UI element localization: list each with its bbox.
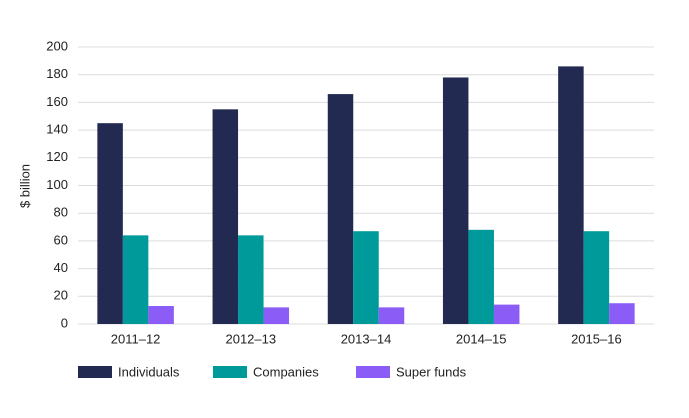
bar	[583, 231, 610, 324]
x-tick-label: 2013–14	[341, 331, 392, 346]
bar	[238, 235, 264, 324]
legend-swatch	[356, 366, 390, 378]
y-tick-label: 140	[46, 122, 68, 137]
y-tick-label: 160	[46, 94, 68, 109]
bar	[442, 77, 469, 324]
legend-swatch	[213, 366, 247, 378]
bar	[122, 235, 149, 324]
bar	[609, 303, 635, 324]
bar	[353, 231, 379, 324]
y-tick-label: 180	[46, 66, 68, 81]
bar	[148, 305, 174, 324]
bar	[468, 229, 494, 324]
y-tick-label: 80	[54, 205, 68, 220]
bar	[558, 66, 584, 324]
y-tick-label: 200	[46, 38, 68, 53]
y-tick-label: 20	[54, 288, 68, 303]
legend-swatch	[78, 366, 112, 378]
y-tick-label: 60	[54, 232, 68, 247]
x-tick-label: 2014–15	[456, 331, 507, 346]
y-axis-label: $ billion	[17, 164, 32, 208]
bar	[263, 307, 290, 324]
y-tick-label: 0	[61, 315, 68, 330]
x-tick-label: 2011–12	[111, 331, 161, 346]
bar	[327, 94, 354, 324]
y-tick-label: 120	[46, 149, 68, 164]
bar	[212, 109, 239, 324]
bar	[378, 307, 405, 324]
bar	[97, 123, 123, 324]
legend-label: Super funds	[396, 364, 467, 379]
y-tick-label: 100	[46, 177, 68, 192]
x-tick-label: 2015–16	[571, 331, 622, 346]
y-tick-label: 40	[54, 260, 68, 275]
legend-label: Companies	[253, 364, 319, 379]
x-tick-label: 2012–13	[225, 331, 276, 346]
legend-label: Individuals	[118, 364, 180, 379]
bar	[493, 304, 520, 324]
